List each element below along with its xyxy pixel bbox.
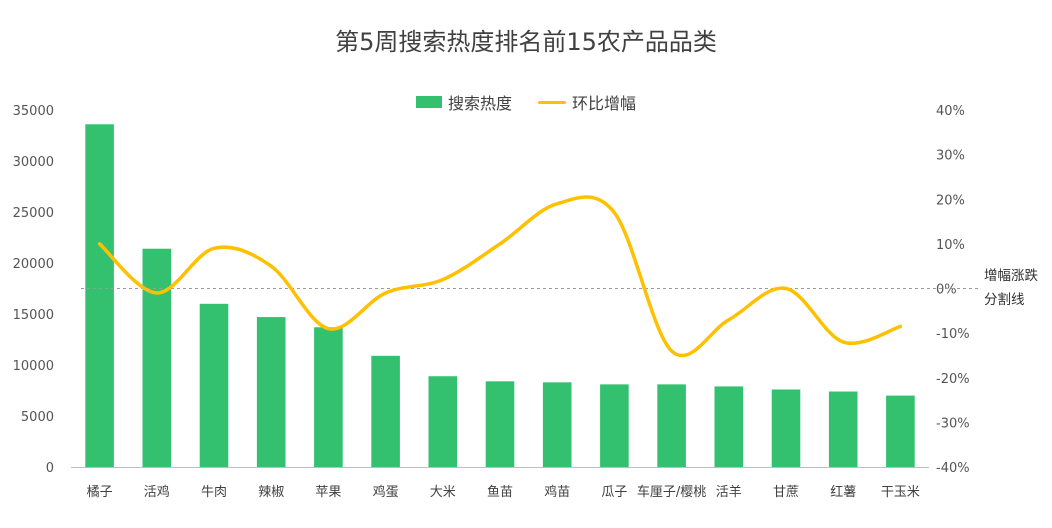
right-tick-label: -20%: [936, 372, 970, 387]
bar-大米: [428, 376, 458, 467]
line-point-红薯: [841, 340, 845, 344]
bar-活鸡: [142, 248, 172, 467]
right-axis: -40% -30% -20% -10% 0% 10% 20% 30% 40%: [936, 104, 970, 476]
line-point-鱼苗: [498, 242, 502, 246]
line-point-鸡蛋: [384, 291, 388, 295]
category-label: 干玉米: [881, 485, 920, 500]
legend-item-bar: 搜索热度: [415, 90, 512, 114]
line-point-干玉米: [898, 324, 902, 328]
left-tick-label: 35000: [13, 104, 54, 119]
category-label: 鸡蛋: [373, 484, 399, 500]
right-tick-label: 40%: [936, 104, 965, 119]
bar-干玉米: [886, 395, 915, 467]
right-tick-label: -40%: [936, 461, 970, 476]
legend-bar-label: 搜索热度: [447, 94, 512, 113]
legend-item-line: 环比增幅: [538, 90, 636, 114]
line-series: [97, 195, 903, 358]
right-tick-label: 20%: [936, 193, 965, 208]
line-point-瓜子: [612, 211, 616, 215]
bar-橘子: [85, 124, 114, 467]
bar-苹果: [314, 327, 343, 467]
left-tick-label: 25000: [13, 206, 54, 221]
legend-bar-swatch: [415, 96, 442, 108]
reference-line-annotation: 增幅涨跌 分割线: [984, 264, 1038, 312]
legend-line-swatch: [538, 100, 566, 104]
line-point-橘子: [98, 242, 102, 246]
category-label: 红薯: [830, 484, 856, 500]
category-label: 鱼苗: [487, 484, 513, 500]
right-tick-label: -30%: [936, 416, 970, 431]
line-point-牛肉: [212, 246, 216, 250]
legend: 搜索热度 环比增幅: [0, 90, 1052, 114]
bar-红薯: [828, 391, 858, 467]
right-tick-label: 10%: [936, 238, 965, 253]
annotation-line-2: 分割线: [984, 292, 1025, 308]
line-point-甘蔗: [784, 287, 788, 290]
x-axis: 橘子 活鸡 牛肉 辣椒 苹果 鸡蛋 大米 鱼苗 鸡苗 瓜子 车厘子/樱桃 活羊 甘蔗 红薯 干玉米: [71, 467, 929, 500]
left-tick-label: 30000: [13, 155, 54, 170]
left-tick-label: 20000: [13, 257, 54, 272]
category-label: 牛肉: [201, 485, 227, 500]
bar-鱼苗: [485, 381, 515, 467]
line-point-车厘子/樱桃: [670, 349, 674, 353]
line-point-辣椒: [269, 264, 273, 268]
chart-title: 第5周搜索热度排名前15农产品品类: [335, 28, 717, 56]
left-tick-label: 10000: [13, 359, 54, 374]
right-tick-label: 0%: [936, 283, 957, 298]
bar-活羊: [714, 386, 744, 467]
category-label: 鸡苗: [544, 484, 570, 500]
annotation-line-1: 增幅涨跌: [984, 268, 1038, 284]
left-tick-label: 0: [46, 461, 54, 476]
bar-鸡蛋: [371, 355, 400, 467]
left-axis: 0 5000 10000 15000 20000 25000 30000 35000: [13, 104, 54, 476]
category-label: 橘子: [87, 484, 113, 500]
category-label: 车厘子/樱桃: [637, 484, 706, 500]
category-label: 大米: [430, 485, 456, 500]
category-label: 活羊: [716, 484, 742, 500]
line-point-苹果: [326, 327, 330, 331]
category-label: 活鸡: [144, 484, 170, 500]
bar-辣椒: [256, 317, 286, 467]
category-label: 瓜子: [601, 485, 627, 500]
bar-鸡苗: [542, 382, 572, 467]
bar-瓜子: [600, 384, 629, 467]
left-tick-label: 5000: [21, 410, 54, 425]
bar-车厘子/樱桃: [657, 384, 686, 467]
category-label: 辣椒: [258, 485, 284, 500]
category-label: 苹果: [315, 485, 341, 500]
line-point-活羊: [727, 318, 731, 322]
legend-line-label: 环比增幅: [572, 94, 637, 113]
line-point-活鸡: [155, 291, 159, 295]
right-tick-label: 30%: [936, 149, 965, 164]
line-series-path: [97, 195, 903, 358]
bar-series: [85, 124, 915, 467]
category-label: 甘蔗: [773, 485, 799, 500]
line-point-鸡苗: [555, 202, 559, 206]
bar-甘蔗: [771, 389, 801, 467]
line-point-大米: [441, 278, 445, 282]
left-tick-label: 15000: [13, 308, 54, 323]
right-tick-label: -10%: [936, 327, 970, 342]
bar-牛肉: [199, 303, 229, 467]
